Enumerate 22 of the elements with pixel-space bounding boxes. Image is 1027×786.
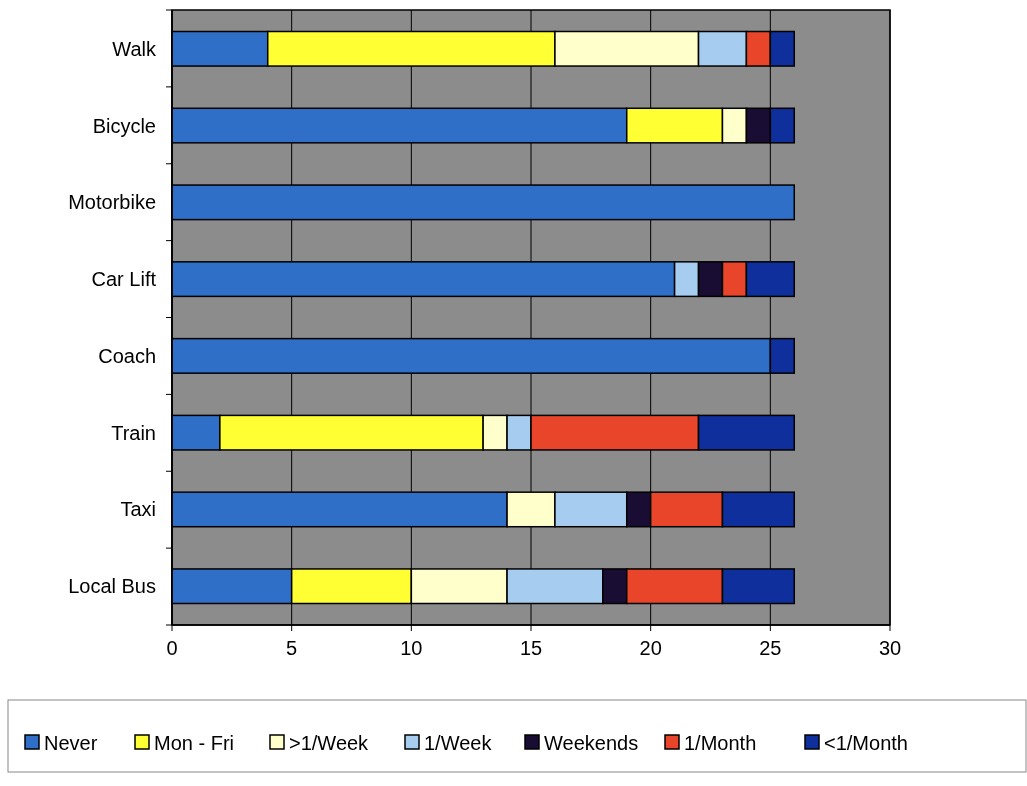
y-tick-label: Coach [98,344,156,367]
legend-label: <1/Month [824,732,908,754]
y-tick-label: Train [111,421,156,444]
legend-label: 1/Week [424,732,493,754]
x-tick-label: 30 [878,637,902,659]
legend-label: 1/Month [684,732,757,754]
x-tick-label: 10 [400,637,423,659]
legend-label: >1/Week [289,732,370,754]
y-tick-label: Walk [112,37,157,60]
x-tick-label: 20 [639,637,662,659]
legend-label: Weekends [544,732,639,754]
legend-label: Never [44,732,98,754]
y-tick-label: Local Bus [68,575,156,598]
y-tick-label: Motorbike [68,191,156,214]
y-tick-label: Bicycle [92,114,156,137]
x-tick-label: 5 [286,637,298,659]
y-tick-label: Taxi [120,498,156,521]
x-tick-label: 25 [759,637,782,659]
x-tick-label: 15 [519,637,543,659]
y-tick-label: Car Lift [91,268,157,291]
legend-label: Mon - Fri [154,732,234,754]
x-tick-label: 0 [166,637,178,659]
